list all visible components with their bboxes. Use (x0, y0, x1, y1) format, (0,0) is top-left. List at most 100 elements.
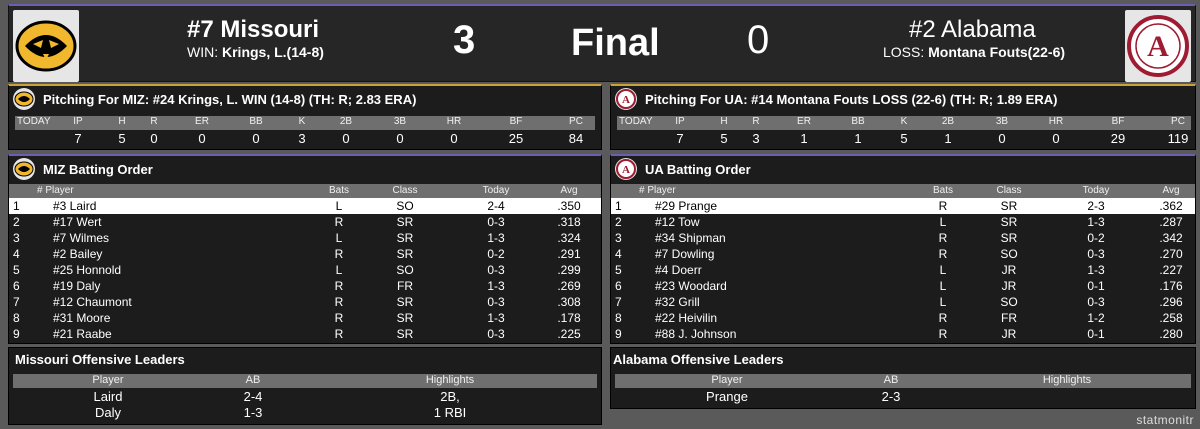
leaders-cell: 1-3 (243, 405, 263, 420)
batting-cell-player: #19 Daly (53, 279, 101, 293)
table-row[interactable]: 3 #7 Wilmes L SR 1-3 .324 (9, 230, 601, 246)
pitching-stat-value: 0 (396, 131, 404, 146)
pitching-stat-value: 3 (298, 131, 306, 146)
batting-cell-avg: .178 (557, 311, 581, 325)
leaders-cell: 2-3 (881, 389, 901, 404)
table-row[interactable]: 3 #34 Shipman R SR 0-2 .342 (611, 230, 1195, 246)
leaders-col-header: Highlights (425, 374, 475, 386)
table-row[interactable]: 2 #17 Wert R SR 0-3 .318 (9, 214, 601, 230)
batting-cell-class: SO (1000, 247, 1018, 261)
leaders-cell: Daly (94, 405, 121, 420)
batting-cell-player: #12 Tow (655, 215, 700, 229)
batting-cell-player: #22 Heivilin (655, 311, 718, 325)
batting-cell-player: #4 Doerr (655, 263, 702, 277)
leaders-cell: Prange (706, 389, 748, 404)
list-item: Laird 2-4 2B, (13, 389, 597, 405)
pitching-col-header: R (752, 116, 760, 127)
table-row[interactable]: 9 #21 Raabe R SR 0-3 .225 (9, 326, 601, 342)
batting-cell-avg: .308 (557, 295, 581, 309)
table-row[interactable]: 9 #88 J. Johnson R JR 0-1 .280 (611, 326, 1195, 342)
batting-cell-bats: R (334, 295, 344, 309)
batting-title-text: UA Batting Order (645, 161, 751, 177)
home-score: 3 (453, 18, 476, 62)
pitching-title-miz: Pitching For MIZ: #24 Krings, L. WIN (14… (9, 86, 601, 112)
pitching-title-text: Pitching For UA: #14 Montana Fouts (645, 91, 873, 107)
away-team-name: #2 Alabama (909, 16, 1036, 43)
leaders-cell: 2-4 (243, 389, 263, 404)
svg-text:A: A (622, 164, 630, 176)
alabama-mini-logo: A (615, 158, 637, 180)
batting-header-row: # Player Bats Class Today Avg (9, 184, 601, 198)
table-row[interactable]: 7 #32 Grill L SO 0-3 .296 (611, 294, 1195, 310)
table-row[interactable]: 6 #23 Woodard L JR 0-1 .176 (611, 278, 1195, 294)
batting-col-header-class: Class (996, 185, 1022, 196)
pitching-col-header: K (298, 116, 306, 127)
pitching-stat-value: 5 (900, 131, 908, 146)
leaders-col-header: Highlights (1042, 374, 1092, 386)
table-row[interactable]: 5 #25 Honnold L SO 0-3 .299 (9, 262, 601, 278)
batting-cell-class: JR (1001, 327, 1017, 341)
batting-cell-today: 1-3 (1087, 263, 1105, 277)
svg-text:A: A (622, 94, 630, 106)
pitching-stat-value: 3 (752, 131, 760, 146)
pitching-stat-value: 29 (1110, 131, 1126, 146)
table-row[interactable]: 7 #12 Chaumont R SR 0-3 .308 (9, 294, 601, 310)
batting-col-header-avg: Avg (560, 185, 578, 196)
batting-cell-class: SR (396, 311, 414, 325)
pitching-col-header: BB (249, 116, 263, 127)
alabama-mini-logo: A (615, 88, 637, 110)
batting-cell-class: SR (1000, 215, 1018, 229)
missouri-mini-logo (13, 158, 35, 180)
batting-cell-class: SO (1000, 295, 1018, 309)
batting-cell-player: #2 Bailey (53, 247, 103, 261)
batting-cell-class: SO (396, 263, 414, 277)
leaders-col-header: Player (711, 374, 743, 386)
batting-cell-avg: .258 (1159, 311, 1183, 325)
pitching-col-header: 2B (339, 116, 353, 127)
table-row[interactable]: 8 #31 Moore R SR 1-3 .178 (9, 310, 601, 326)
batting-cell-order: 5 (615, 263, 622, 277)
batting-cell-avg: .318 (557, 215, 581, 229)
batting-cell-bats: L (939, 263, 947, 277)
leaders-cell: Laird (93, 389, 123, 404)
batting-cell-avg: .342 (1159, 231, 1183, 245)
pitching-col-header: PC (569, 116, 583, 127)
pitching-stat-value: 0 (198, 131, 206, 146)
batting-col-header-bats: Bats (932, 185, 953, 196)
list-item: Daly 1-3 1 RBI (13, 405, 597, 421)
pitching-col-header: PC (1171, 116, 1185, 127)
batting-cell-today: 0-3 (487, 327, 505, 341)
batting-cell-today: 0-2 (1087, 231, 1105, 245)
batting-cell-class: SR (1000, 199, 1018, 213)
pitching-stat-value: 0 (342, 131, 350, 146)
batting-cell-order: 2 (13, 215, 20, 229)
loss-decision: LOSS: Montana Fouts(22-6) (883, 44, 1065, 60)
batting-cell-today: 1-3 (487, 231, 505, 245)
table-row[interactable]: 8 #22 Heivilin R FR 1-2 .258 (611, 310, 1195, 326)
batting-cell-avg: .296 (1159, 295, 1183, 309)
batting-cell-bats: R (938, 327, 948, 341)
batting-cell-player: #17 Wert (53, 215, 102, 229)
leaders-cell: 1 RBI (433, 405, 467, 420)
pitching-stat-value: 1 (944, 131, 952, 146)
batting-cell-order: 3 (615, 231, 622, 245)
table-row[interactable]: 1 #3 Laird L SO 2-4 .350 (9, 198, 601, 214)
batting-cell-player: #12 Chaumont (53, 295, 132, 309)
batting-cell-order: 2 (615, 215, 622, 229)
batting-cell-bats: L (939, 295, 947, 309)
batting-cell-avg: .287 (1159, 215, 1183, 229)
batting-cell-class: SR (396, 231, 414, 245)
brand-logo: statmonitr (1136, 413, 1194, 427)
table-row[interactable]: 2 #12 Tow L SR 1-3 .287 (611, 214, 1195, 230)
table-row[interactable]: 4 #2 Bailey R SR 0-2 .291 (9, 246, 601, 262)
table-row[interactable]: 5 #4 Doerr L JR 1-3 .227 (611, 262, 1195, 278)
batting-cell-bats: L (939, 215, 947, 229)
pitching-panel-ua: A Pitching For UA: #14 Montana Fouts LOS… (610, 84, 1196, 150)
batting-cell-player: #29 Prange (655, 199, 718, 213)
table-row[interactable]: 1 #29 Prange R SR 2-3 .362 (611, 198, 1195, 214)
batting-col-header-today: Today (482, 185, 510, 196)
table-row[interactable]: 4 #7 Dowling R SO 0-3 .270 (611, 246, 1195, 262)
pitching-col-header: 3B (393, 116, 407, 127)
batting-cell-today: 0-3 (487, 295, 505, 309)
table-row[interactable]: 6 #19 Daly R FR 1-3 .269 (9, 278, 601, 294)
